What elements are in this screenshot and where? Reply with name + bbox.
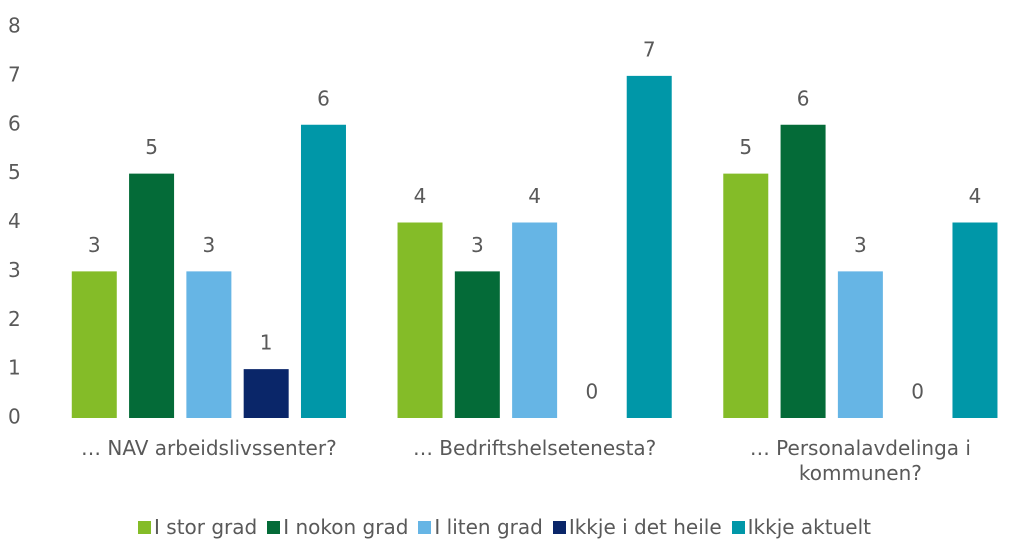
bar [723, 173, 769, 418]
legend-swatch [731, 520, 745, 534]
legend: I stor grad I nokon grad I liten grad Ikkje… [0, 514, 1009, 540]
bar [129, 173, 175, 418]
bar [397, 222, 443, 418]
legend-label: I stor grad [154, 515, 258, 539]
data-label: 3 [88, 233, 101, 257]
bar [626, 75, 672, 418]
y-tick-label: 3 [8, 258, 21, 282]
data-label: 7 [643, 37, 656, 61]
data-label: 3 [471, 233, 484, 257]
y-tick-label: 0 [8, 405, 21, 429]
data-label: 5 [145, 135, 158, 159]
data-label: 4 [528, 184, 541, 208]
y-tick-label: 2 [8, 307, 21, 331]
legend-swatch [267, 520, 281, 534]
bar [243, 369, 289, 418]
bar [454, 271, 500, 418]
bar [300, 124, 346, 418]
x-tick-label: … NAV arbeidslivssenter? [81, 436, 337, 460]
legend-swatch [138, 520, 152, 534]
data-label: 3 [203, 233, 216, 257]
x-tick-label: … Bedriftshelsetenesta? [412, 436, 657, 460]
legend-item: Ikkje i det heile [552, 514, 722, 540]
data-label: 0 [911, 380, 924, 404]
data-label: 4 [969, 184, 982, 208]
data-label: 6 [317, 86, 330, 110]
legend-label: I liten grad [434, 515, 543, 539]
legend-label: I nokon grad [283, 515, 409, 539]
bar [952, 222, 998, 418]
data-label: 0 [586, 380, 599, 404]
legend-swatch [418, 520, 432, 534]
y-tick-label: 1 [8, 356, 21, 380]
data-label: 1 [260, 331, 273, 355]
y-tick-label: 7 [8, 62, 21, 86]
bar [837, 271, 883, 418]
data-label: 6 [797, 86, 810, 110]
legend-label: Ikkje aktuelt [747, 515, 871, 539]
legend-item: I liten grad [418, 514, 543, 540]
legend-swatch [552, 520, 566, 534]
bar [186, 271, 232, 418]
data-label: 4 [414, 184, 427, 208]
legend-item: I nokon grad [267, 514, 408, 540]
bar [71, 271, 117, 418]
x-tick-label: … Personalavdelinga i kommunen? [749, 436, 971, 485]
data-label: 3 [854, 233, 867, 257]
legend-label: Ikkje i det heile [568, 515, 722, 539]
y-tick-label: 5 [8, 160, 21, 184]
y-tick-label: 4 [8, 209, 21, 233]
y-tick-label: 6 [8, 111, 21, 135]
legend-item: Ikkje aktuelt [731, 514, 871, 540]
legend-item: I stor grad [138, 514, 257, 540]
y-tick-label: 8 [8, 14, 21, 38]
bar [512, 222, 558, 418]
data-label: 5 [739, 135, 752, 159]
bar [780, 124, 826, 418]
